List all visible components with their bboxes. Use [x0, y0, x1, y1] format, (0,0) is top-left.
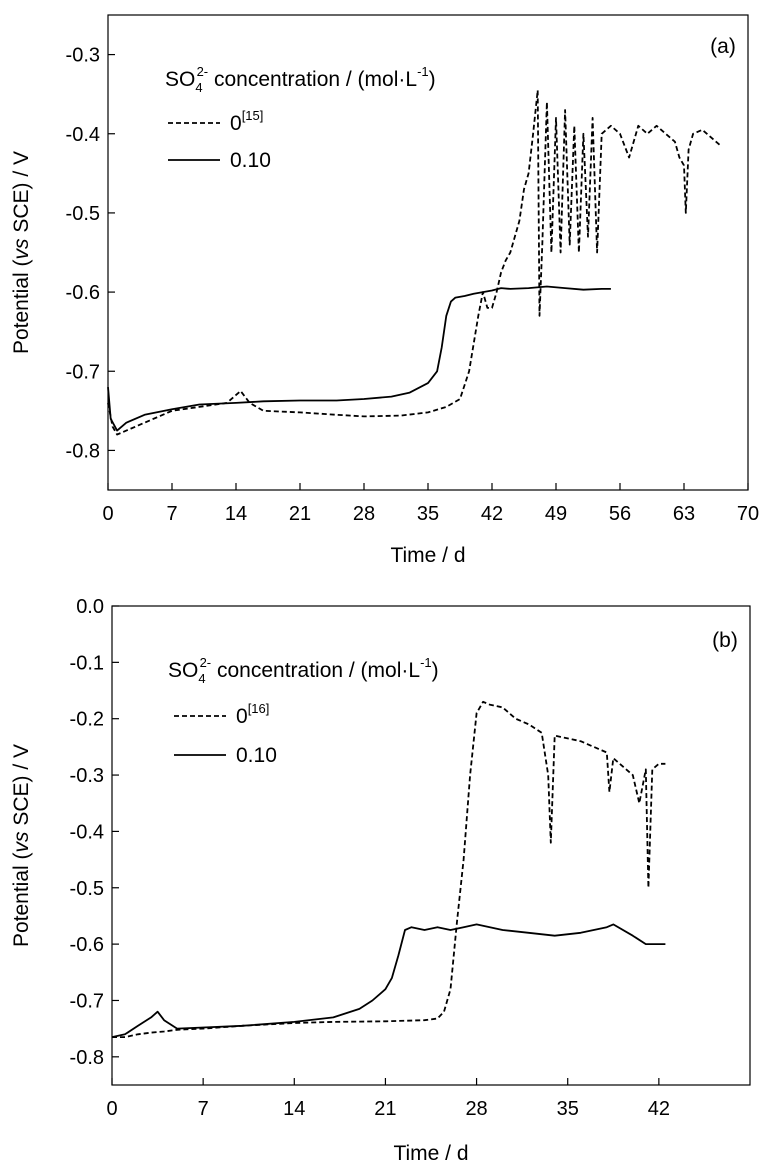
- legend-title-end: ): [432, 659, 439, 682]
- y-tick-label: -0.5: [66, 203, 100, 225]
- y-tick-label: -0.4: [70, 821, 104, 843]
- x-tick-label: 14: [283, 1098, 305, 1120]
- legend-label-name: 0.10: [230, 149, 271, 172]
- y-tick-label: -0.7: [66, 361, 100, 383]
- legend-label-sup: [16]: [248, 701, 270, 716]
- x-tick-label: 70: [737, 503, 759, 525]
- legend-title-rest-sup: -1: [417, 64, 429, 79]
- series-line-dashed: [112, 700, 666, 1038]
- panel-label: (a): [710, 35, 736, 58]
- y-tick-label: 0.0: [76, 596, 104, 618]
- y-tick-label: -0.1: [70, 652, 104, 674]
- legend-title-base: SO: [168, 659, 198, 682]
- y-tick-label: -0.8: [70, 1047, 104, 1069]
- series-line-solid: [107, 285, 611, 432]
- legend-label: 0[15]: [230, 108, 263, 135]
- legend-label-name: 0.10: [236, 744, 277, 767]
- y-tick-label: -0.7: [70, 990, 104, 1012]
- legend-title-rest-sup: -1: [420, 655, 432, 670]
- y-axis-title-part: Potential (: [10, 852, 33, 947]
- y-tick-label: -0.3: [66, 45, 100, 67]
- y-tick-label: -0.5: [70, 878, 104, 900]
- legend-title-base: SO: [165, 68, 195, 91]
- x-tick-label: 21: [374, 1098, 396, 1120]
- y-tick-label: -0.2: [70, 709, 104, 731]
- y-axis-title: Potential (vs SCE) / V: [10, 744, 33, 947]
- x-tick-label: 7: [198, 1098, 209, 1120]
- series-line-solid: [111, 923, 666, 1038]
- y-tick-label: -0.4: [66, 124, 100, 146]
- y-axis-title-part: SCE) / V: [10, 744, 33, 832]
- legend-title-rest: concentration / (mol·L: [208, 68, 417, 91]
- legend-title-sup: 2-: [200, 655, 212, 670]
- x-tick-label: 0: [102, 503, 113, 525]
- y-tick-label: -0.6: [66, 282, 100, 304]
- legend-label: 0.10: [236, 744, 277, 767]
- panel-label: (b): [712, 629, 738, 652]
- x-tick-label: 63: [673, 503, 695, 525]
- x-tick-label: 28: [465, 1098, 487, 1120]
- y-axis-title-part: SCE) / V: [10, 151, 33, 239]
- legend-label: 0[16]: [236, 701, 269, 728]
- plot-frame: [111, 605, 751, 1086]
- series-line-dashed: [107, 89, 722, 436]
- x-tick-label: 28: [353, 503, 375, 525]
- y-axis-title: Potential (vs SCE) / V: [10, 151, 33, 354]
- y-axis-title-italic: vs: [10, 238, 33, 260]
- x-tick-label: 35: [417, 503, 439, 525]
- x-tick-label: 7: [166, 503, 177, 525]
- y-axis-title-italic: vs: [10, 831, 33, 853]
- legend-title: SO42- concentration / (mol·L-1): [165, 64, 436, 95]
- legend-title-end: ): [429, 68, 436, 91]
- y-tick-label: -0.8: [66, 440, 100, 462]
- x-axis-title: Time / d: [390, 544, 465, 567]
- x-tick-label: 0: [106, 1098, 117, 1120]
- legend-title: SO42- concentration / (mol·L-1): [168, 655, 439, 686]
- x-tick-label: 21: [289, 503, 311, 525]
- legend-label-sup: [15]: [242, 108, 264, 123]
- legend-title-sub: 4: [198, 671, 205, 686]
- panel-a: 0 7 14 21 28 35 42 49 56 63 70 -0.3 -0.4 -0.5 -0.6 -0.7…: [10, 14, 759, 567]
- x-tick-label: 56: [609, 503, 631, 525]
- legend-label-name: 0: [236, 705, 248, 728]
- panel-b: 0 7 14 21 28 35 42 0.0 -0.1 -0.2 -0.3 -0.4 -0.5 -0.6 -…: [10, 596, 751, 1165]
- x-tick-label: 42: [648, 1098, 670, 1120]
- x-tick-label: 42: [481, 503, 503, 525]
- legend-title-rest: concentration / (mol·L: [211, 659, 420, 682]
- y-axis-title-part: Potential (: [10, 259, 33, 354]
- y-tick-label: -0.3: [70, 765, 104, 787]
- x-tick-label: 14: [225, 503, 247, 525]
- y-tick-label: -0.6: [70, 934, 104, 956]
- legend-title-sub: 4: [195, 80, 202, 95]
- x-axis-title: Time / d: [393, 1142, 468, 1165]
- legend-label-name: 0: [230, 112, 242, 135]
- legend-label: 0.10: [230, 149, 271, 172]
- x-tick-label: 35: [557, 1098, 579, 1120]
- x-tick-label: 49: [545, 503, 567, 525]
- legend-title-sup: 2-: [197, 64, 209, 79]
